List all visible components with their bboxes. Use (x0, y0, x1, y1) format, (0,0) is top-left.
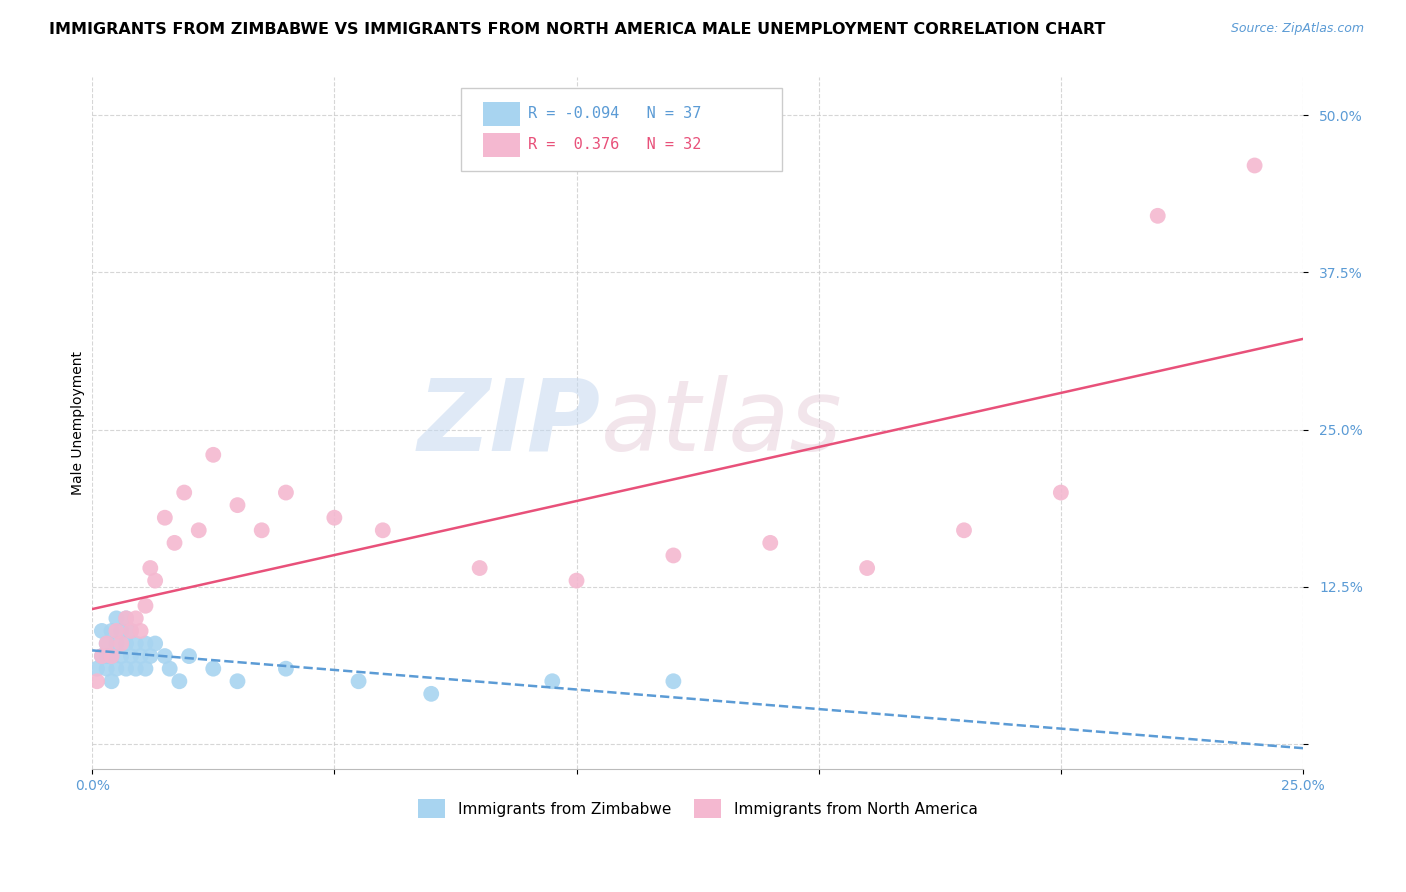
Point (100, 624, 122, 638)
Point (90, 624, 112, 638)
Point (86, 662, 108, 676)
Point (323, 510, 346, 524)
Point (662, 674, 685, 689)
Point (1050, 485, 1073, 500)
Text: ZIP: ZIP (418, 375, 600, 472)
Point (100, 649, 122, 664)
Point (125, 611, 148, 625)
Point (163, 536, 186, 550)
Point (96, 662, 118, 676)
Point (371, 524, 394, 538)
Point (226, 498, 249, 512)
Point (202, 662, 225, 676)
Point (468, 561, 491, 575)
Text: IMMIGRANTS FROM ZIMBABWE VS IMMIGRANTS FROM NORTH AMERICA MALE UNEMPLOYMENT CORR: IMMIGRANTS FROM ZIMBABWE VS IMMIGRANTS F… (49, 22, 1105, 37)
Point (143, 574, 166, 588)
Point (143, 636, 166, 650)
Point (139, 561, 162, 575)
Point (420, 687, 443, 701)
Point (125, 662, 148, 676)
Point (96, 636, 118, 650)
Point (565, 574, 588, 588)
Point (120, 624, 142, 638)
Point (202, 448, 225, 462)
Point (139, 649, 162, 664)
Point (274, 662, 297, 676)
Point (177, 649, 200, 664)
Point (759, 536, 782, 550)
Point (115, 662, 138, 676)
Point (90, 649, 112, 664)
Point (159, 662, 181, 676)
Point (226, 674, 249, 689)
FancyBboxPatch shape (484, 102, 520, 126)
Point (120, 649, 142, 664)
Point (274, 485, 297, 500)
Text: Source: ZipAtlas.com: Source: ZipAtlas.com (1230, 22, 1364, 36)
Point (115, 611, 138, 625)
Point (100, 674, 122, 689)
Point (110, 649, 132, 664)
Point (1243, 159, 1265, 173)
Point (120, 624, 142, 638)
Point (153, 510, 176, 524)
Point (134, 599, 156, 613)
Point (105, 662, 128, 676)
Point (134, 636, 156, 650)
Point (96, 649, 118, 664)
Point (90, 649, 112, 664)
Text: atlas: atlas (600, 375, 842, 472)
Point (115, 636, 138, 650)
Point (856, 561, 879, 575)
Point (86, 674, 108, 689)
Point (187, 524, 209, 538)
Text: R = -0.094   N = 37: R = -0.094 N = 37 (529, 106, 702, 121)
Point (173, 485, 195, 500)
Point (105, 624, 128, 638)
FancyBboxPatch shape (484, 133, 520, 157)
Point (105, 611, 128, 625)
Point (134, 662, 156, 676)
Point (662, 549, 685, 563)
Y-axis label: Male Unemployment: Male Unemployment (72, 351, 86, 495)
Point (153, 649, 176, 664)
Point (115, 611, 138, 625)
Point (347, 674, 370, 689)
Legend: Immigrants from Zimbabwe, Immigrants from North America: Immigrants from Zimbabwe, Immigrants fro… (412, 793, 984, 824)
Point (129, 649, 152, 664)
Point (125, 636, 148, 650)
Point (541, 674, 564, 689)
Point (1146, 209, 1168, 223)
Point (110, 636, 132, 650)
Text: R =  0.376   N = 32: R = 0.376 N = 32 (529, 137, 702, 152)
Point (110, 624, 132, 638)
Point (953, 524, 976, 538)
Point (96, 636, 118, 650)
Point (250, 524, 273, 538)
Point (169, 674, 191, 689)
FancyBboxPatch shape (461, 87, 782, 171)
Point (100, 649, 122, 664)
Point (105, 636, 128, 650)
Point (129, 624, 152, 638)
